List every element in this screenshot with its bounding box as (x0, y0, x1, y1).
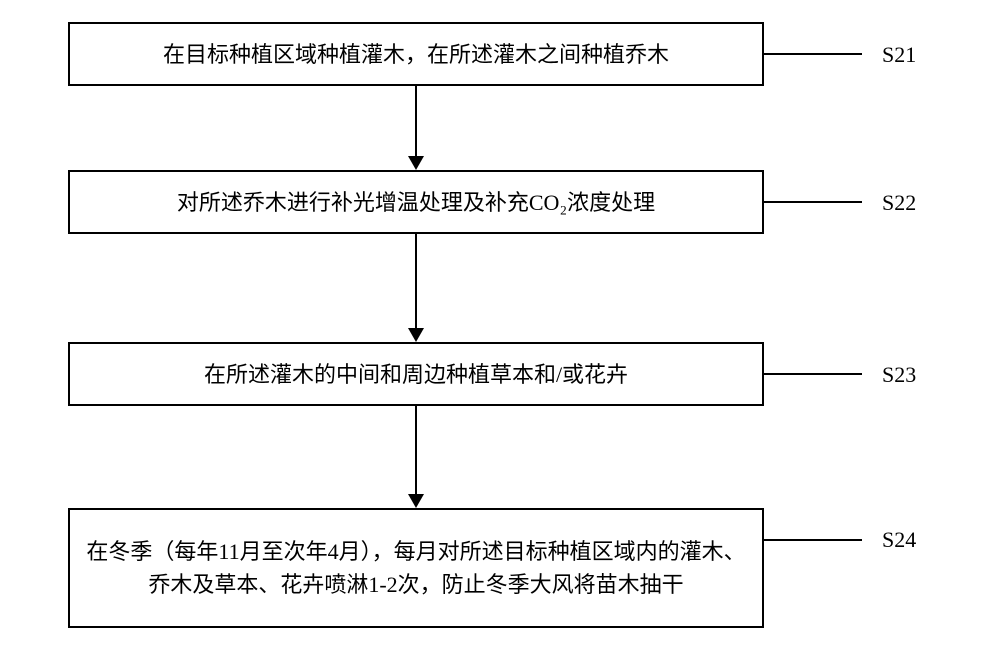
flow-node-2: 对所述乔木进行补光增温处理及补充CO₂浓度处理 (68, 170, 764, 234)
label-connector-3 (764, 373, 862, 375)
edge-2-3-line (415, 234, 417, 328)
flow-node-3: 在所述灌木的中间和周边种植草本和/或花卉 (68, 342, 764, 406)
edge-3-4-line (415, 406, 417, 494)
flow-node-2-text: 对所述乔木进行补光增温处理及补充CO₂浓度处理 (177, 186, 655, 219)
edge-1-2-line (415, 86, 417, 156)
flow-node-4: 在冬季（每年11月至次年4月），每月对所述目标种植区域内的灌木、乔木及草本、花卉… (68, 508, 764, 628)
flowchart-canvas: 在目标种植区域种植灌木，在所述灌木之间种植乔木 S21 对所述乔木进行补光增温处… (0, 0, 1000, 651)
edge-3-4-arrow (408, 494, 424, 508)
label-connector-4 (764, 539, 862, 541)
label-connector-1 (764, 53, 862, 55)
flow-node-1-text: 在目标种植区域种植灌木，在所述灌木之间种植乔木 (163, 38, 669, 71)
flow-label-4: S24 (882, 527, 916, 553)
flow-node-1: 在目标种植区域种植灌木，在所述灌木之间种植乔木 (68, 22, 764, 86)
label-connector-2 (764, 201, 862, 203)
flow-label-1: S21 (882, 42, 916, 68)
flow-node-4-text: 在冬季（每年11月至次年4月），每月对所述目标种植区域内的灌木、乔木及草本、花卉… (80, 535, 752, 601)
edge-2-3-arrow (408, 328, 424, 342)
flow-node-3-text: 在所述灌木的中间和周边种植草本和/或花卉 (204, 358, 628, 391)
flow-label-2: S22 (882, 190, 916, 216)
edge-1-2-arrow (408, 156, 424, 170)
flow-label-3: S23 (882, 362, 916, 388)
